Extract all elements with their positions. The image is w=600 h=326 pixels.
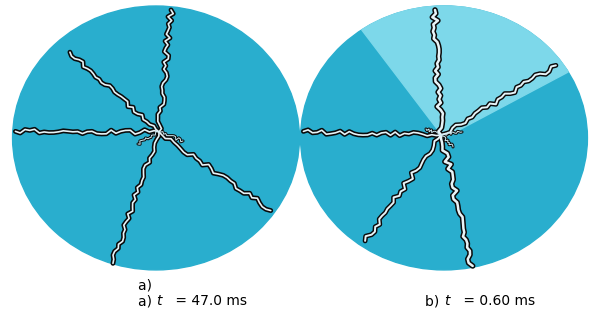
Ellipse shape bbox=[13, 6, 299, 270]
Text: $t$: $t$ bbox=[444, 294, 452, 308]
Text: = 47.0 ms: = 47.0 ms bbox=[171, 294, 247, 308]
Text: $t$: $t$ bbox=[156, 294, 164, 308]
Text: a): a) bbox=[137, 294, 156, 308]
Text: b): b) bbox=[425, 294, 444, 308]
Text: = 0.60 ms: = 0.60 ms bbox=[459, 294, 535, 308]
Polygon shape bbox=[362, 6, 568, 138]
Text: a): a) bbox=[137, 279, 156, 293]
Ellipse shape bbox=[301, 6, 587, 270]
